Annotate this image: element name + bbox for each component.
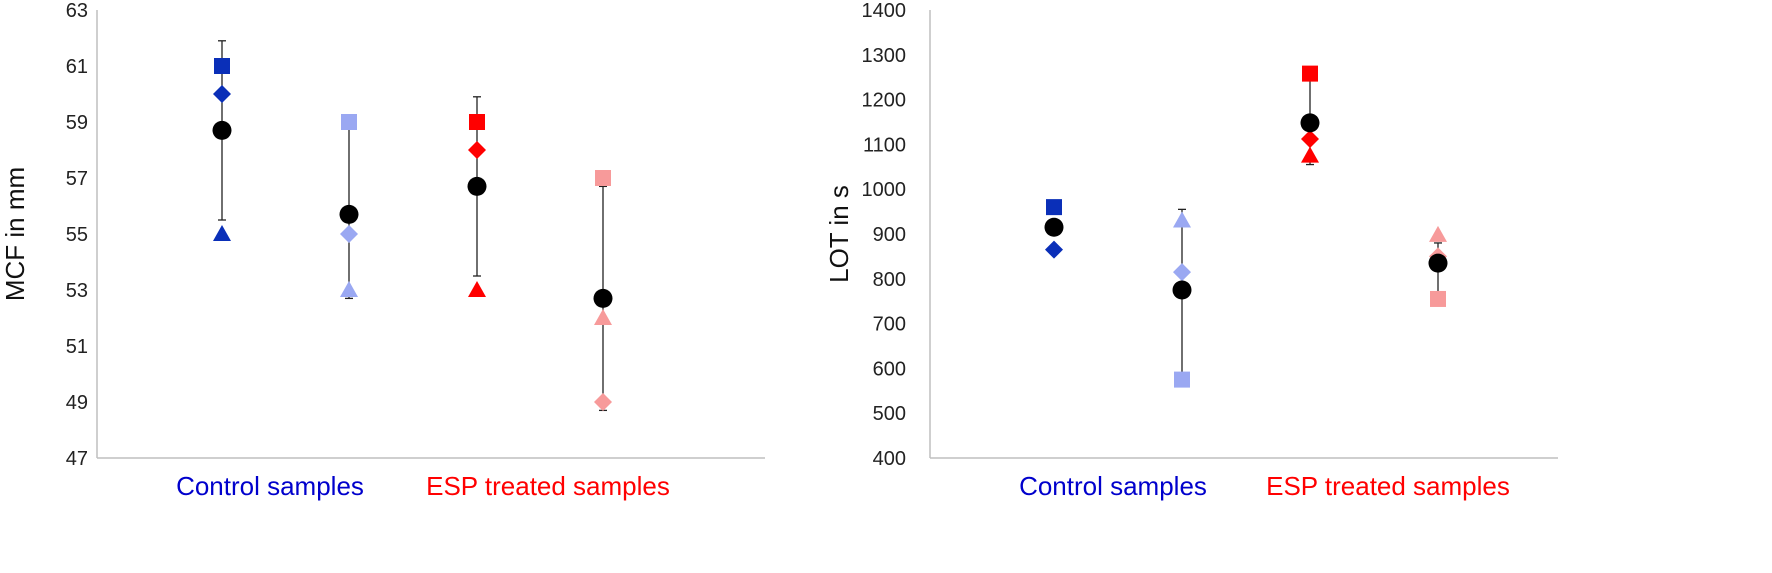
data-column bbox=[339, 114, 359, 300]
y-tick-label: 53 bbox=[66, 280, 88, 302]
mean-marker bbox=[339, 204, 359, 224]
diamond-marker bbox=[340, 225, 358, 243]
y-tick-label: 51 bbox=[66, 336, 88, 358]
y-tick-label: 800 bbox=[873, 269, 906, 291]
diamond-marker bbox=[1301, 130, 1319, 149]
lot-chart: 400 500 600 700 800 900 1000 1100 1200 1300 1400 LO… bbox=[824, 0, 1558, 501]
mean-marker bbox=[1428, 253, 1448, 273]
diamond-marker bbox=[468, 141, 486, 159]
y-tick-label: 63 bbox=[66, 0, 88, 22]
triangle-marker bbox=[213, 225, 231, 241]
y-tick-label: 55 bbox=[66, 224, 88, 246]
y-tick-label: 1400 bbox=[862, 0, 907, 22]
mean-marker bbox=[467, 176, 487, 196]
y-tick-label: 47 bbox=[66, 448, 88, 470]
data-column bbox=[1172, 208, 1192, 388]
y-tick-label: 1200 bbox=[862, 90, 907, 112]
y-tick-label: 400 bbox=[873, 448, 906, 470]
triangle-marker bbox=[1301, 146, 1319, 163]
data-column bbox=[593, 170, 613, 412]
y-tick-label: 57 bbox=[66, 168, 88, 190]
mcf-chart: 47 49 51 53 55 57 59 61 63 MCF in mm Control sampl… bbox=[0, 0, 765, 501]
y-tick-label: 61 bbox=[66, 56, 88, 78]
triangle-marker bbox=[340, 281, 358, 297]
mean-marker bbox=[1044, 217, 1064, 237]
mean-marker bbox=[1300, 113, 1320, 133]
mean-marker bbox=[593, 288, 613, 308]
y-tick-label: 49 bbox=[66, 392, 88, 414]
y-axis-title: LOT in s bbox=[824, 185, 854, 283]
y-tick-label: 700 bbox=[873, 314, 906, 336]
square-marker bbox=[1430, 290, 1446, 307]
triangle-marker bbox=[1429, 225, 1447, 242]
y-tick-label: 1100 bbox=[863, 134, 906, 156]
triangle-marker bbox=[594, 309, 612, 325]
y-tick-label: 1000 bbox=[862, 179, 907, 201]
data-column bbox=[467, 96, 487, 297]
mean-marker bbox=[212, 120, 232, 140]
square-marker bbox=[1302, 65, 1318, 82]
group-label: Control samples bbox=[176, 471, 364, 501]
square-marker bbox=[1174, 371, 1190, 388]
triangle-marker bbox=[468, 281, 486, 297]
y-tick-label: 500 bbox=[873, 403, 906, 425]
square-marker bbox=[469, 114, 485, 130]
square-marker bbox=[595, 170, 611, 186]
data-column bbox=[1044, 199, 1064, 259]
triangle-marker bbox=[1173, 211, 1191, 228]
y-tick-label: 900 bbox=[873, 224, 906, 246]
group-label: Control samples bbox=[1019, 471, 1207, 501]
y-axis-title: MCF in mm bbox=[0, 167, 30, 301]
diamond-marker bbox=[213, 85, 231, 103]
diamond-marker bbox=[1173, 263, 1191, 282]
data-column bbox=[1300, 65, 1320, 166]
diamond-marker bbox=[1045, 240, 1063, 259]
group-label: ESP treated samples bbox=[426, 471, 670, 501]
mean-marker bbox=[1172, 280, 1192, 300]
y-tick-label: 1300 bbox=[862, 45, 907, 67]
diamond-marker bbox=[594, 393, 612, 411]
y-tick-label: 59 bbox=[66, 112, 88, 134]
square-marker bbox=[214, 58, 230, 74]
data-column bbox=[212, 40, 232, 241]
y-tick-label: 600 bbox=[873, 358, 906, 380]
square-marker bbox=[1046, 199, 1062, 216]
data-column bbox=[1428, 225, 1448, 307]
group-label: ESP treated samples bbox=[1266, 471, 1510, 501]
square-marker bbox=[341, 114, 357, 130]
